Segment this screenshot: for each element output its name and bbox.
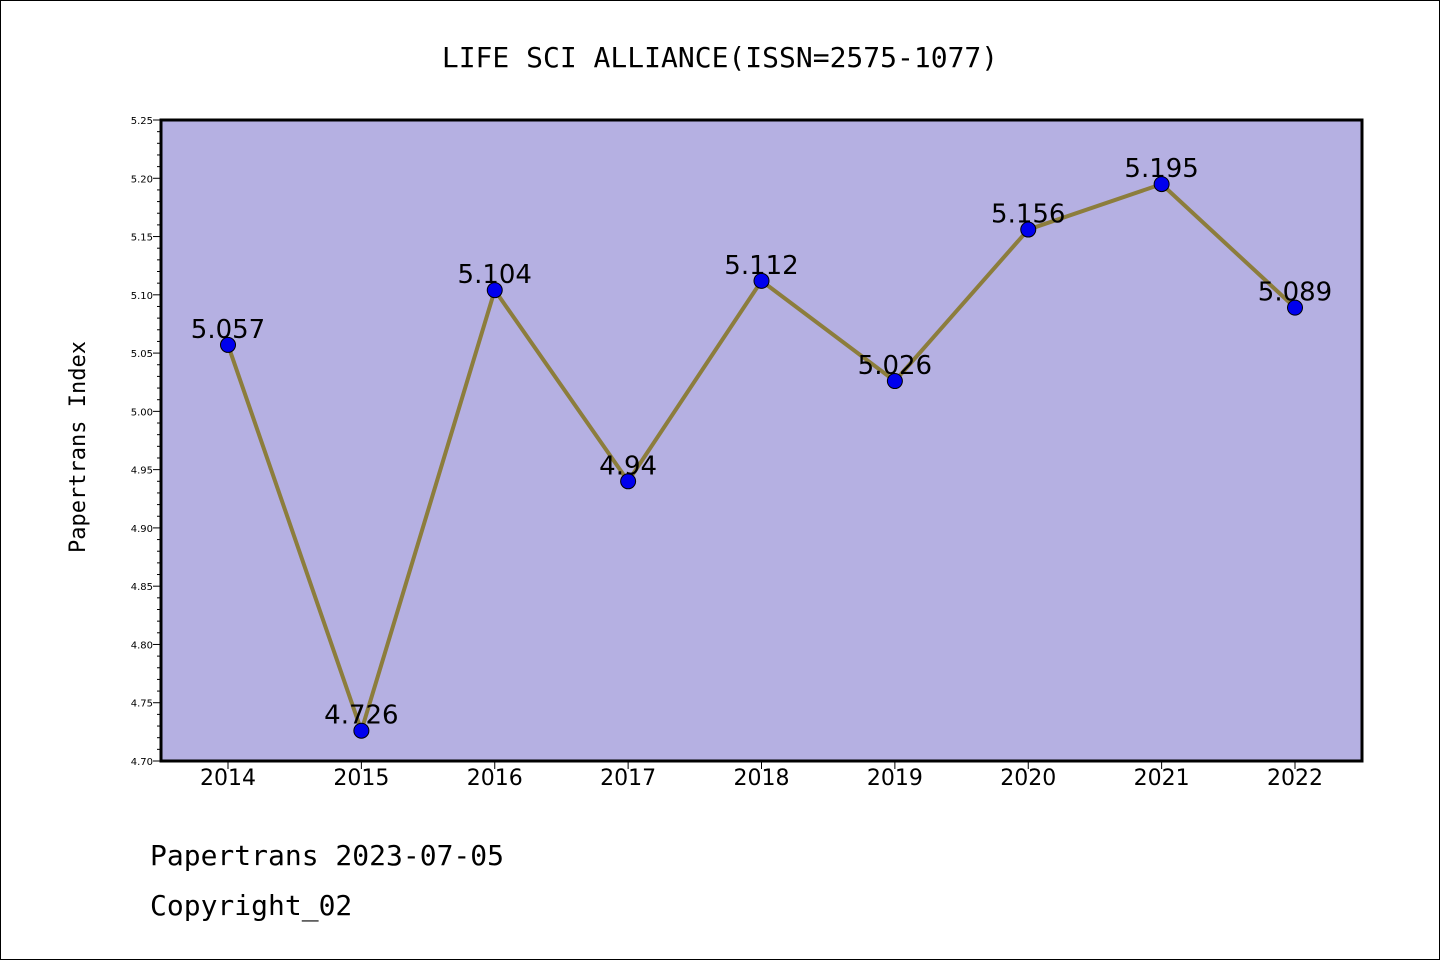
chart-title: LIFE SCI ALLIANCE(ISSN=2575-1077) [442, 41, 998, 74]
data-label: 4.94 [599, 451, 657, 481]
data-point [486, 282, 503, 299]
y-tick-label: 4.70 [131, 757, 153, 768]
y-tick-label: 4.80 [131, 640, 153, 651]
data-label: 5.156 [991, 200, 1065, 230]
x-tick-label: 2015 [333, 766, 389, 791]
x-tick-label: 2016 [467, 766, 523, 791]
data-point [753, 272, 770, 289]
x-tick-label: 2017 [600, 766, 656, 791]
y-tick-label: 5.05 [131, 349, 153, 360]
x-tick-label: 2019 [867, 766, 923, 791]
y-tick-label: 4.90 [131, 524, 153, 535]
data-label: 5.104 [458, 260, 532, 290]
y-tick-label: 5.15 [131, 233, 153, 244]
data-point [1287, 299, 1303, 316]
y-tick-label: 5.20 [131, 174, 153, 185]
data-label: 5.026 [858, 351, 932, 381]
y-axis: 4.70 4.75 4.80 4.85 4.90 4.95 5.00 5.05 5.10 5.15… [131, 116, 161, 768]
x-tick-label: 2018 [734, 766, 790, 791]
x-tick-label: 2022 [1267, 766, 1323, 791]
data-label: 5.089 [1258, 278, 1332, 308]
data-label: 5.057 [191, 315, 265, 345]
x-axis: 2014 2015 2016 2017 2018 2019 2020 2021 2022 [200, 761, 1323, 791]
plot-area [161, 120, 1362, 761]
footer-copyright-line: Copyright_02 [150, 889, 352, 923]
y-tick-label: 5.25 [131, 116, 153, 127]
data-point [1153, 176, 1170, 193]
data-point [1020, 221, 1037, 238]
data-point [886, 373, 903, 390]
x-tick-label: 2014 [200, 766, 256, 791]
y-tick-label: 4.75 [131, 699, 153, 710]
plot-border [159, 118, 1364, 763]
y-tick-label: 5.00 [131, 407, 153, 418]
y-tick-label: 4.85 [131, 582, 153, 593]
series-group: 5.057 4.726 5.104 4.94 5.112 5.026 5.156 5.195 5… [191, 154, 1332, 739]
x-tick-label: 2020 [1000, 766, 1056, 791]
data-label: 5.112 [724, 251, 798, 281]
y-axis-label: Papertrans Index [66, 341, 91, 553]
footer-date-line: Papertrans 2023-07-05 [150, 839, 504, 872]
x-tick-label: 2021 [1134, 766, 1190, 791]
data-label: 5.195 [1124, 154, 1198, 184]
y-tick-label: 5.10 [131, 291, 153, 302]
data-label: 4.726 [324, 701, 398, 731]
data-point [620, 473, 637, 490]
y-tick-label: 4.95 [131, 466, 153, 477]
data-point [220, 336, 236, 353]
data-point [353, 722, 370, 739]
